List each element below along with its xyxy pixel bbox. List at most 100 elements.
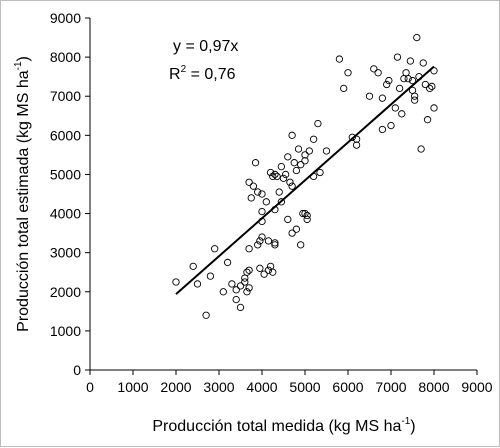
data-point <box>249 182 258 190</box>
fit-line-layer <box>175 65 435 295</box>
data-point <box>254 241 262 249</box>
data-point <box>211 245 219 253</box>
data-point <box>273 172 281 181</box>
data-point <box>426 84 434 93</box>
data-point <box>284 215 292 224</box>
data-point <box>254 188 262 196</box>
data-point <box>393 53 402 61</box>
data-point <box>391 104 399 112</box>
data-point <box>404 74 412 83</box>
data-point <box>352 141 361 149</box>
y-tick-label: 1000 <box>50 323 81 339</box>
data-point <box>251 159 260 167</box>
data-point <box>245 284 253 292</box>
data-point <box>228 280 236 288</box>
data-point <box>223 258 232 267</box>
y-tick-label: 7000 <box>50 88 81 104</box>
data-point <box>241 278 249 286</box>
data-point <box>269 268 277 276</box>
data-point <box>271 239 279 247</box>
data-point <box>410 96 419 104</box>
data-point <box>378 125 387 134</box>
data-point <box>202 311 210 319</box>
data-point <box>264 266 273 274</box>
data-point <box>232 286 240 294</box>
data-point <box>247 194 255 202</box>
x-tick-label: 8000 <box>418 379 449 395</box>
data-point <box>303 211 311 220</box>
data-point <box>275 188 283 196</box>
y-tick-label: 8000 <box>50 49 81 65</box>
data-point <box>314 119 322 128</box>
x-tick-label: 2000 <box>160 379 191 395</box>
data-point <box>258 190 266 198</box>
data-point <box>271 170 279 179</box>
data-point <box>385 76 393 85</box>
data-point <box>428 82 436 91</box>
data-point <box>236 282 245 290</box>
y-tick-label: 5000 <box>50 166 81 182</box>
y-tick-label: 3000 <box>50 245 81 261</box>
data-point <box>417 145 425 153</box>
x-tick-label: 9000 <box>461 379 492 395</box>
data-point <box>286 178 294 186</box>
data-point <box>419 59 427 67</box>
data-point <box>172 278 180 286</box>
x-tick-label: 6000 <box>332 379 363 395</box>
data-point <box>423 116 432 124</box>
x-tick-label: 5000 <box>289 379 320 395</box>
data-point <box>269 172 277 181</box>
data-point <box>378 94 387 102</box>
data-point <box>410 92 419 100</box>
data-point <box>316 168 324 177</box>
data-point <box>206 272 215 280</box>
data-point <box>262 198 270 206</box>
data-point <box>430 104 438 112</box>
data-point <box>297 241 305 249</box>
y-tick-label: 0 <box>73 362 81 378</box>
x-tick-label: 4000 <box>246 379 277 395</box>
data-point <box>245 245 253 253</box>
data-point <box>398 110 406 118</box>
data-point <box>374 69 382 77</box>
regression-line <box>175 65 435 295</box>
data-point <box>294 145 303 153</box>
data-point <box>232 295 240 304</box>
y-tick-label: 6000 <box>50 127 81 143</box>
data-point <box>413 33 421 42</box>
data-point <box>348 133 356 141</box>
data-point <box>284 153 292 161</box>
axes-layer <box>85 17 478 375</box>
data-point <box>281 170 290 179</box>
data-point <box>344 69 352 77</box>
data-point <box>258 207 266 216</box>
data-point <box>277 198 285 206</box>
data-point <box>303 215 311 224</box>
data-point <box>299 209 307 218</box>
data-point <box>406 57 414 65</box>
data-point <box>292 225 301 233</box>
data-point <box>243 288 251 296</box>
data-point <box>288 229 296 237</box>
x-tick-label: 7000 <box>375 379 406 395</box>
r-squared-label: R2 = 0,76 <box>169 64 236 83</box>
x-tick-label: 3000 <box>203 379 234 395</box>
data-point <box>256 264 264 272</box>
data-point <box>322 147 331 155</box>
data-point <box>236 303 245 312</box>
data-point <box>258 233 266 241</box>
data-point <box>335 55 344 63</box>
data-point <box>189 262 197 271</box>
data-point <box>301 157 309 165</box>
data-point <box>279 174 288 183</box>
data-point <box>271 241 279 249</box>
data-point <box>193 280 202 288</box>
data-point <box>297 161 305 169</box>
data-point <box>290 159 298 167</box>
data-point <box>219 288 227 296</box>
data-point <box>301 151 309 159</box>
data-point <box>245 178 253 186</box>
data-point <box>340 84 348 93</box>
data-point <box>408 76 417 85</box>
